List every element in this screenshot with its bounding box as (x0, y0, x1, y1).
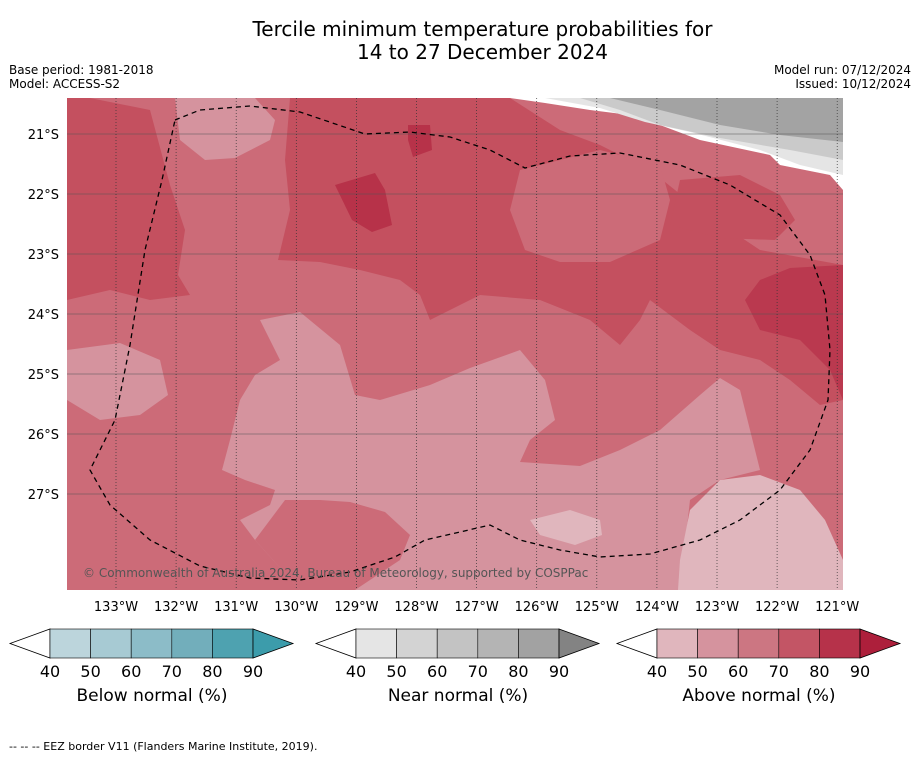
lon-label: 126°W (515, 600, 559, 615)
colorbar-extend-high (252, 628, 295, 659)
lon-label: 123°W (695, 600, 739, 615)
lon-label: 122°W (755, 600, 799, 615)
colorbar-tick: 40 (647, 662, 667, 681)
region-above-80-east (745, 265, 843, 400)
colorbar-segment (737, 628, 780, 659)
colorbar-segment (518, 628, 560, 659)
colorbar-tick: 60 (121, 662, 141, 681)
colorbar-segment (436, 628, 479, 659)
colorbar-segment (212, 628, 254, 659)
colorbar-segment (355, 628, 397, 659)
lat-label: 21°S (28, 128, 59, 143)
footer-note: -- -- -- EEZ border V11 (Flanders Marine… (9, 740, 318, 753)
colorbar-tick: 80 (202, 662, 222, 681)
gridlines (67, 98, 843, 590)
region-above-40-southeast (678, 475, 843, 590)
lat-label: 22°S (28, 188, 59, 203)
meta-left: Base period: 1981-2018 Model: ACCESS-S2 (9, 63, 154, 91)
colorbar-extend-low (314, 628, 357, 659)
lon-label: 131°W (214, 600, 258, 615)
region-above-70-west (67, 98, 190, 300)
colorbar-segment (477, 628, 519, 659)
colorbars: 40 50 60 70 80 90 40 50 60 70 80 90 40 50 60 70 80 90 (8, 628, 902, 681)
colorbar-segment (171, 628, 213, 659)
region-near-80 (610, 98, 843, 142)
latitude-labels: 21°S 22°S 23°S 24°S 25°S 26°S 27°S (28, 128, 59, 503)
lat-label: 23°S (28, 248, 59, 263)
map-title: Tercile minimum temperature probabilitie… (0, 18, 919, 64)
colorbar-tick: 50 (687, 662, 707, 681)
colorbar-tick: 80 (809, 662, 829, 681)
lat-label: 26°S (28, 428, 59, 443)
colorbar-tick: 50 (80, 662, 100, 681)
colorbar-tick: 40 (40, 662, 60, 681)
meta-right: Model run: 07/12/2024 Issued: 10/12/2024 (774, 63, 911, 91)
lon-label: 130°W (274, 600, 318, 615)
longitude-labels: 133°W 132°W 131°W 130°W 129°W 128°W 127°W 126°W… (94, 600, 860, 615)
lon-label: 129°W (334, 600, 378, 615)
model-run: Model run: 07/12/2024 (773, 63, 911, 77)
colorbar-segment (656, 628, 698, 659)
model-name: Model: ACCESS-S2 (9, 77, 121, 91)
colorbar-tick: 40 (346, 662, 366, 681)
colorbar-tick: 70 (162, 662, 182, 681)
colorbar-segment (697, 628, 739, 659)
region-above-70-east (670, 175, 795, 240)
colorbar-tick: 90 (243, 662, 263, 681)
colorbar-extend-high (558, 628, 601, 659)
region-above-80-blob (335, 173, 392, 232)
lat-label: 24°S (28, 308, 59, 323)
lon-label: 133°W (94, 600, 138, 615)
lon-label: 127°W (455, 600, 499, 615)
lon-label: 128°W (394, 600, 438, 615)
colorbar-tick: 60 (427, 662, 447, 681)
base-period: Base period: 1981-2018 (9, 63, 154, 77)
colorbar-tick: 80 (508, 662, 528, 681)
colorbar-segment (778, 628, 820, 659)
eez-border (89, 105, 831, 581)
colorbar-tick: 70 (769, 662, 789, 681)
colorbar-below: 40 50 60 70 80 90 (8, 628, 295, 681)
colorbar-tick: 50 (386, 662, 406, 681)
lon-label: 132°W (154, 600, 198, 615)
colorbar-near: 40 50 60 70 80 90 (314, 628, 601, 681)
title-line-1: Tercile minimum temperature probabilitie… (252, 17, 713, 41)
copyright-text: © Commonwealth of Australia 2024, Bureau… (83, 566, 588, 580)
colorbar-extend-high (859, 628, 902, 659)
colorbar-tick: 70 (468, 662, 488, 681)
colorbar-segment (819, 628, 861, 659)
colorbar-segment (396, 628, 438, 659)
colorbar-above-label: Above normal (%) (682, 686, 836, 706)
colorbar-tick: 90 (549, 662, 569, 681)
colorbar-segment (90, 628, 132, 659)
colorbar-segment (130, 628, 173, 659)
colorbar-extend-low (615, 628, 658, 659)
lon-label: 121°W (815, 600, 859, 615)
colorbar-above: 40 50 60 70 80 90 (615, 628, 902, 681)
issued-date: Issued: 10/12/2024 (795, 77, 911, 91)
lon-label: 125°W (575, 600, 619, 615)
colorbar-below-label: Below normal (%) (76, 686, 228, 706)
region-above-60-east (510, 150, 670, 262)
region-above-50-northwest (175, 98, 275, 160)
lon-label: 124°W (635, 600, 679, 615)
colorbar-tick: 60 (728, 662, 748, 681)
colorbar-segment (49, 628, 91, 659)
colorbar-extend-low (8, 628, 51, 659)
probability-map: © Commonwealth of Australia 2024, Bureau… (67, 98, 843, 590)
colorbar-near-label: Near normal (%) (387, 686, 529, 706)
title-line-2: 14 to 27 December 2024 (356, 40, 608, 64)
lat-label: 25°S (28, 368, 59, 383)
region-above-60-southwest (255, 500, 410, 590)
lat-label: 27°S (28, 488, 59, 503)
region-above-50-west (67, 343, 168, 420)
colorbar-tick: 90 (850, 662, 870, 681)
region-above-40-south (530, 510, 602, 545)
